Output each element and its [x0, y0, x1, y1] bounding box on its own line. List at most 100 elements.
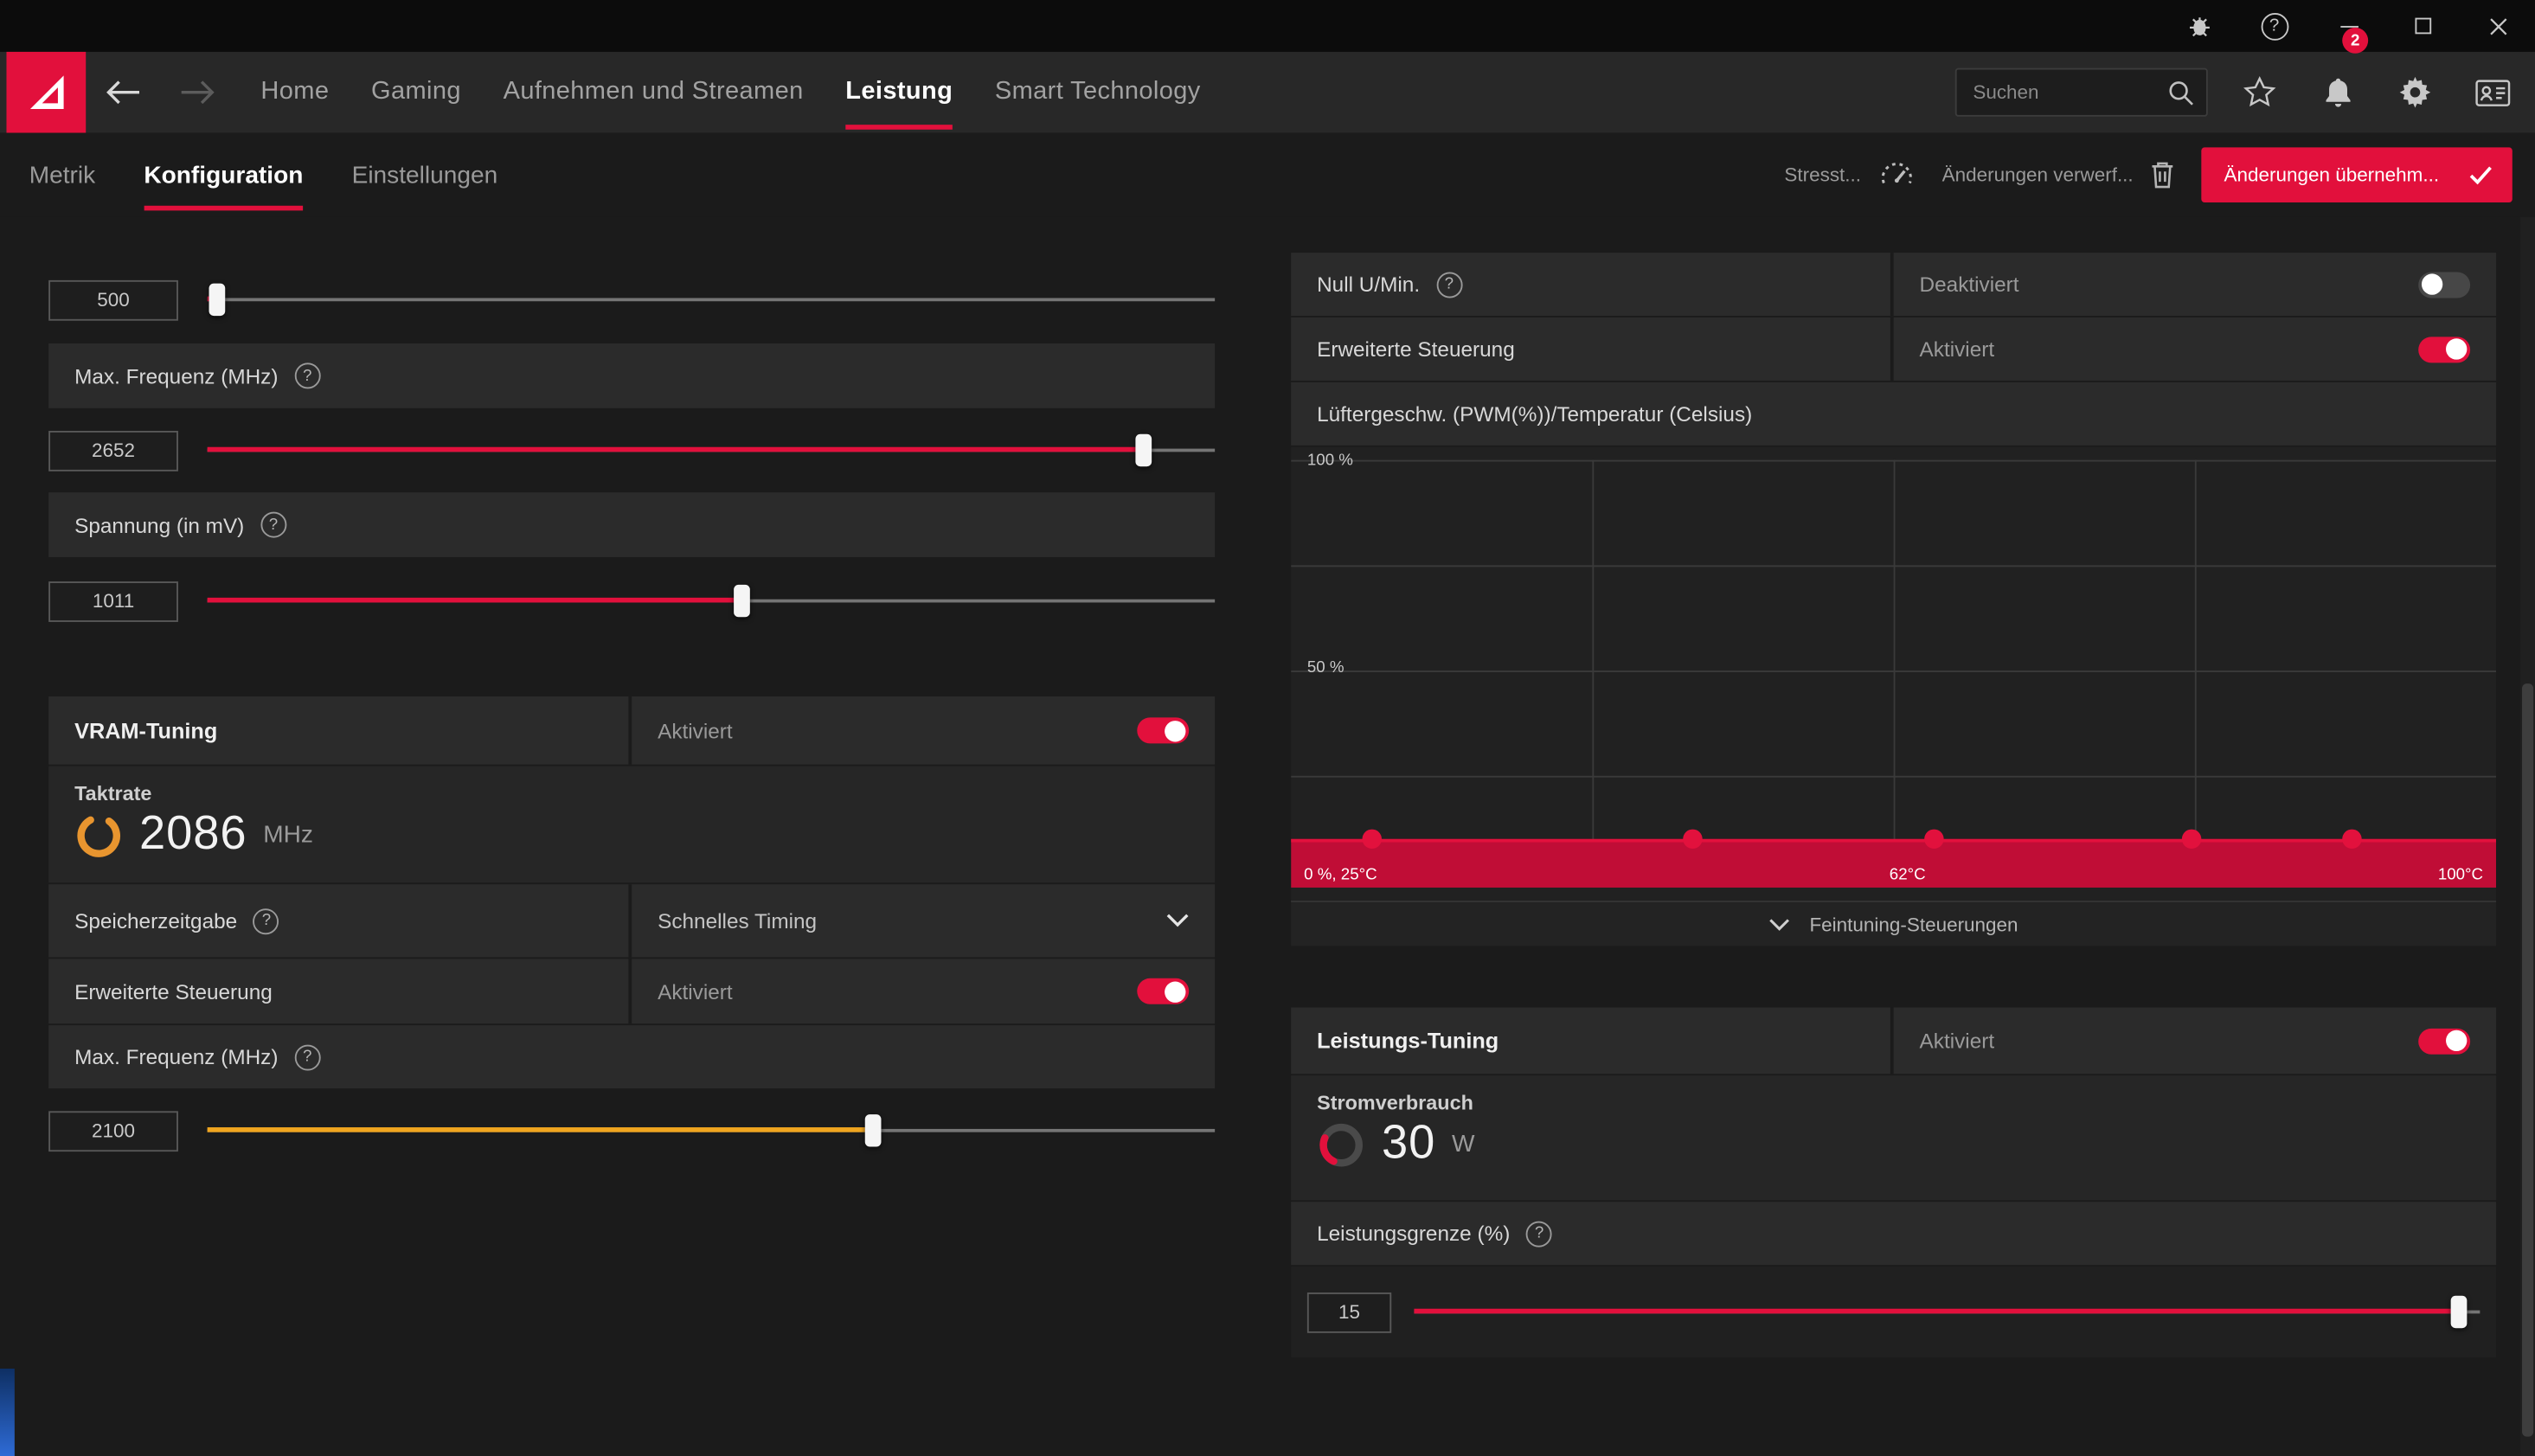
slider-handle[interactable]	[2450, 1295, 2468, 1329]
subnav-actions: Stresst... Änderungen verwerf... Änderun…	[1784, 147, 2535, 203]
close-button[interactable]	[2461, 0, 2535, 52]
slider-handle[interactable]	[863, 1114, 881, 1147]
fine-tuning-label: Feintuning-Steuerungen	[1809, 912, 2018, 936]
memory-timing-label: Speicherzeitgabe	[74, 908, 238, 933]
tab-metrics[interactable]: Metrik	[29, 161, 96, 189]
x-axis-labels: 0 %, 25°C 62°C 100°C	[1291, 867, 2496, 885]
fan-curve-point[interactable]	[1923, 829, 1944, 850]
power-consumption-label: Stromverbrauch	[1317, 1091, 1473, 1115]
min-frequency-slider-row	[48, 279, 1216, 321]
vram-max-frequency-input[interactable]	[48, 1110, 178, 1151]
slider-handle[interactable]	[733, 584, 750, 618]
vram-advanced-status: Aktiviert	[658, 978, 733, 1004]
bug-report-button[interactable]	[2162, 0, 2237, 52]
voltage-slider[interactable]	[207, 580, 1216, 622]
slider-handle[interactable]	[209, 283, 226, 317]
min-frequency-slider[interactable]	[207, 279, 1216, 321]
apply-changes-button[interactable]: Änderungen übernehm...	[2201, 147, 2513, 203]
search-icon[interactable]	[2167, 80, 2195, 107]
fan-curve-chart[interactable]: 100 % 50 % 0 %, 25°C 62°C 100°C	[1291, 446, 2497, 901]
max-frequency-slider[interactable]	[207, 429, 1216, 471]
help-icon[interactable]: ?	[260, 511, 286, 538]
amd-radeon-logo[interactable]	[6, 51, 87, 133]
help-icon[interactable]: ?	[294, 1043, 321, 1070]
power-gauge-icon	[1319, 1122, 1363, 1166]
voltage-input[interactable]	[48, 580, 178, 621]
help-button[interactable]: ?	[2237, 0, 2312, 52]
discard-changes-label: Änderungen verwerf...	[1941, 164, 2134, 187]
nav-item-home[interactable]: Home	[260, 77, 330, 106]
chevron-down-icon	[1166, 914, 1189, 927]
help-icon[interactable]: ?	[1435, 271, 1462, 298]
chart-gridline-h	[1291, 565, 2497, 568]
fine-tuning-collapse[interactable]: Feintuning-Steuerungen	[1291, 900, 2497, 946]
tab-settings[interactable]: Einstellungen	[351, 161, 498, 189]
power-limit-slider[interactable]	[1414, 1291, 2480, 1333]
fan-curve-point[interactable]	[1683, 829, 1703, 850]
nav-item-performance[interactable]: Leistung	[845, 52, 953, 133]
scrollbar[interactable]	[2520, 216, 2535, 1456]
maximize-button[interactable]	[2386, 0, 2461, 52]
discard-changes-button[interactable]: Änderungen verwerf...	[1942, 160, 2176, 189]
power-limit-input[interactable]	[1306, 1292, 1392, 1332]
forward-button[interactable]	[160, 52, 234, 133]
maximize-icon	[2415, 17, 2432, 35]
notifications-button[interactable]: 2	[2299, 27, 2377, 133]
vram-max-frequency-slider[interactable]	[207, 1109, 1216, 1151]
back-button[interactable]	[86, 52, 160, 133]
fan-curve-point[interactable]	[2341, 829, 2362, 850]
vram-clock-unit: MHz	[263, 821, 313, 850]
star-icon	[2243, 75, 2276, 107]
slider-fill	[207, 1127, 873, 1132]
max-frequency-input[interactable]	[48, 430, 178, 471]
zero-rpm-toggle[interactable]	[2418, 271, 2471, 298]
voltage-label: Spannung (in mV)	[74, 512, 245, 537]
apply-changes-label: Änderungen übernehm...	[2224, 164, 2440, 187]
help-icon[interactable]: ?	[294, 362, 321, 389]
slider-fill	[207, 446, 1145, 452]
account-card-icon	[2475, 79, 2511, 106]
toggle-knob	[2446, 1029, 2468, 1052]
notification-badge: 2	[2342, 27, 2369, 54]
fan-advanced-row: Erweiterte Steuerung Aktiviert	[1291, 317, 2497, 381]
fan-curve-point[interactable]	[2180, 829, 2201, 850]
memory-timing-row: Speicherzeitgabe ? Schnelles Timing	[48, 884, 1216, 958]
nav-item-smart-technology[interactable]: Smart Technology	[994, 77, 1201, 106]
slider-handle[interactable]	[1136, 433, 1152, 467]
memory-timing-dropdown[interactable]: Schnelles Timing	[632, 884, 1215, 957]
nav-item-gaming[interactable]: Gaming	[371, 77, 461, 106]
fan-curve-area	[1291, 838, 2497, 888]
help-icon[interactable]: ?	[253, 908, 279, 934]
account-button[interactable]	[2454, 52, 2532, 133]
y-axis-label-100: 100 %	[1306, 452, 1353, 470]
nav-item-record-stream[interactable]: Aufnehmen und Streamen	[503, 77, 804, 106]
vram-tuning-title: VRAM-Tuning	[74, 718, 218, 743]
vram-max-frequency-slider-row	[48, 1109, 1216, 1151]
settings-button[interactable]	[2377, 52, 2455, 133]
fan-advanced-toggle[interactable]	[2418, 336, 2471, 362]
scrollbar-thumb[interactable]	[2522, 683, 2534, 1437]
power-tuning-toggle[interactable]	[2418, 1027, 2471, 1054]
favorites-button[interactable]	[2221, 52, 2299, 133]
min-frequency-input[interactable]	[48, 279, 178, 320]
help-icon[interactable]: ?	[1526, 1220, 1553, 1247]
main-navbar: Home Gaming Aufnehmen und Streamen Leist…	[0, 27, 2535, 133]
search-input[interactable]	[1956, 69, 2206, 115]
tab-configuration[interactable]: Konfiguration	[144, 133, 305, 217]
memory-timing-value: Schnelles Timing	[658, 908, 818, 933]
stress-test-label: Stresst...	[1784, 164, 1862, 187]
stress-test-button[interactable]: Stresst...	[1784, 157, 1916, 193]
minimize-button[interactable]	[2312, 0, 2386, 52]
toggle-knob	[2421, 273, 2443, 295]
voltage-label-row: Spannung (in mV) ?	[48, 492, 1216, 558]
vram-advanced-label: Erweiterte Steuerung	[74, 978, 273, 1004]
nav-right-cluster: 2	[1954, 27, 2535, 133]
max-frequency-label: Max. Frequenz (MHz)	[74, 363, 279, 388]
fan-curve-point[interactable]	[1361, 829, 1382, 850]
bell-icon	[2325, 78, 2350, 107]
vram-advanced-toggle[interactable]	[1137, 978, 1190, 1004]
amd-logo-icon	[29, 75, 63, 110]
vram-tuning-toggle[interactable]	[1137, 717, 1190, 744]
power-tuning-title: Leistungs-Tuning	[1317, 1028, 1499, 1053]
toggle-knob	[1165, 980, 1186, 1002]
